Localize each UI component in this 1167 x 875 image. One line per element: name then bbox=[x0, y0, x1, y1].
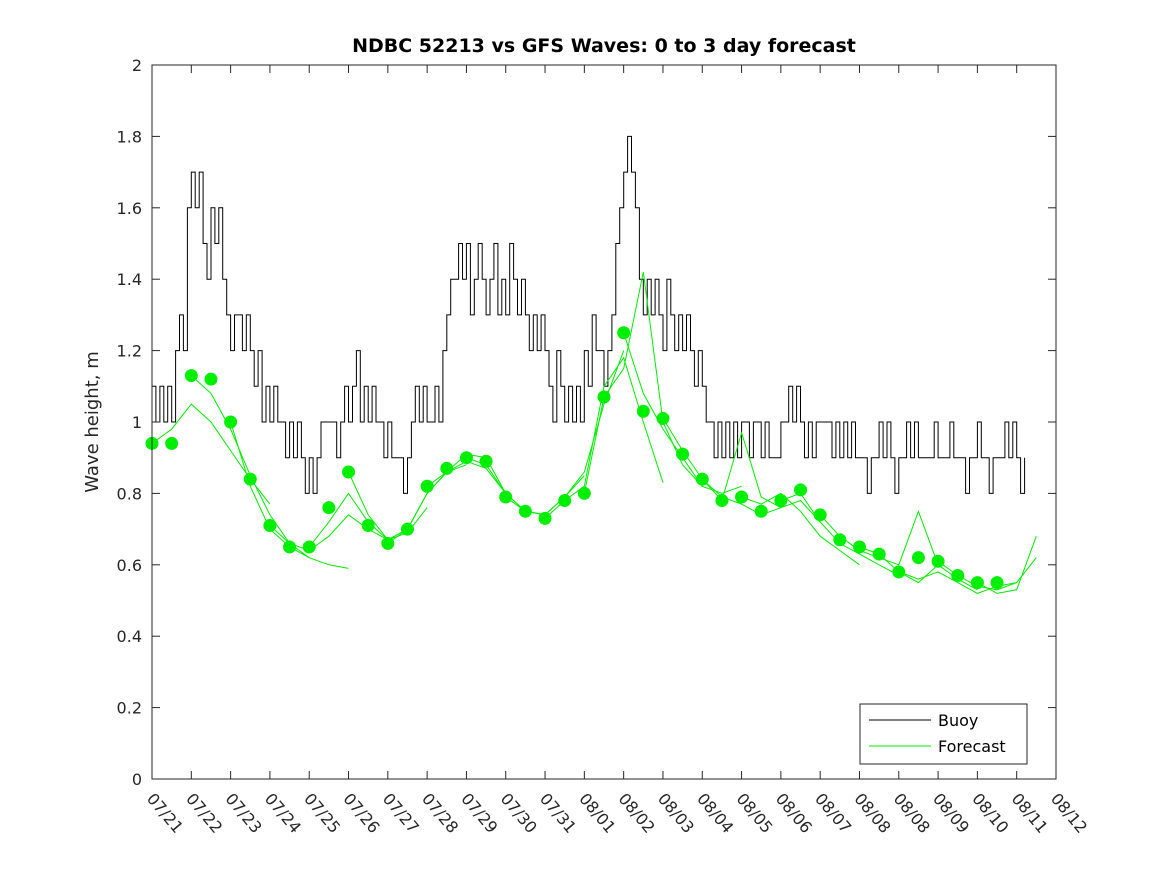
forecast-analysis-point bbox=[970, 576, 984, 590]
forecast-analysis-point bbox=[636, 404, 650, 418]
forecast-analysis-point bbox=[459, 451, 473, 465]
buoy-series-line bbox=[152, 135, 1026, 494]
y-tick-label: 1.4 bbox=[117, 270, 142, 289]
forecast-analysis-point bbox=[656, 411, 670, 425]
forecast-analysis-point bbox=[951, 569, 965, 583]
y-axis: 0 0.2 0.4 0.6 0.8 1 1.2 1.4 1.6 1.8 2 bbox=[117, 56, 1056, 789]
forecast-analysis-point bbox=[872, 547, 886, 561]
forecast-analysis-point bbox=[420, 479, 434, 493]
y-tick-label: 1.6 bbox=[117, 199, 142, 218]
forecast-analysis-point bbox=[322, 501, 336, 515]
forecast-analysis-point bbox=[931, 554, 945, 568]
forecast-analysis-point bbox=[381, 536, 395, 550]
forecast-analysis-point bbox=[400, 522, 414, 536]
forecast-analysis-point bbox=[833, 533, 847, 547]
forecast-analysis-point bbox=[184, 369, 198, 383]
chart-title: NDBC 52213 vs GFS Waves: 0 to 3 day fore… bbox=[352, 35, 856, 57]
y-axis-label: Wave height, m bbox=[82, 351, 103, 492]
y-tick-label: 1.8 bbox=[117, 127, 142, 146]
forecast-analysis-point bbox=[440, 461, 454, 475]
forecast-analysis-point bbox=[538, 511, 552, 525]
forecast-analysis-point bbox=[676, 447, 690, 461]
legend: Buoy Forecast bbox=[859, 703, 1028, 765]
forecast-analysis-point bbox=[695, 472, 709, 486]
forecast-run-line bbox=[741, 492, 860, 566]
forecast-analysis-point bbox=[165, 436, 179, 450]
forecast-analysis-point bbox=[577, 486, 591, 500]
forecast-analysis-point bbox=[518, 504, 532, 518]
legend-entry-buoy: Buoy bbox=[938, 711, 978, 730]
legend-box bbox=[859, 703, 1028, 765]
forecast-analysis-point bbox=[774, 494, 788, 508]
forecast-analysis-point bbox=[735, 490, 749, 504]
forecast-analysis-point bbox=[794, 483, 808, 497]
forecast-analysis-point bbox=[558, 494, 572, 508]
forecast-analysis-point bbox=[263, 519, 277, 533]
forecast-analysis-point bbox=[342, 465, 356, 479]
forecast-analysis-point bbox=[892, 565, 906, 579]
forecast-analysis-point bbox=[204, 372, 218, 386]
forecast-analysis-point bbox=[813, 508, 827, 522]
forecast-run-line bbox=[977, 536, 1037, 594]
forecast-analysis-point bbox=[361, 519, 375, 533]
forecast-analysis-point bbox=[243, 472, 257, 486]
forecast-analysis-point bbox=[990, 576, 1004, 590]
forecast-analysis-point bbox=[224, 415, 238, 429]
legend-entry-forecast: Forecast bbox=[938, 737, 1006, 756]
forecast-analysis-point bbox=[754, 504, 768, 518]
y-tick-label: 1 bbox=[132, 413, 142, 432]
forecast-analysis-point bbox=[911, 551, 925, 565]
forecast-analysis-point bbox=[597, 390, 611, 404]
y-tick-label: 1.2 bbox=[117, 342, 142, 361]
y-tick-label: 0.2 bbox=[117, 699, 142, 718]
marker-layer bbox=[145, 326, 1004, 590]
y-tick-label: 0.8 bbox=[117, 484, 142, 503]
y-tick-label: 0.6 bbox=[117, 556, 142, 575]
plot-area bbox=[152, 65, 1056, 779]
forecast-analysis-point bbox=[283, 540, 297, 554]
forecast-analysis-point bbox=[479, 454, 493, 468]
forecast-analysis-point bbox=[499, 490, 513, 504]
forecast-analysis-point bbox=[715, 494, 729, 508]
forecast-analysis-point bbox=[302, 540, 316, 554]
forecast-analysis-point bbox=[617, 326, 631, 340]
y-tick-label: 2 bbox=[132, 56, 142, 75]
y-tick-label: 0.4 bbox=[117, 627, 142, 646]
y-tick-label: 0 bbox=[132, 770, 142, 789]
forecast-analysis-point bbox=[852, 540, 866, 554]
